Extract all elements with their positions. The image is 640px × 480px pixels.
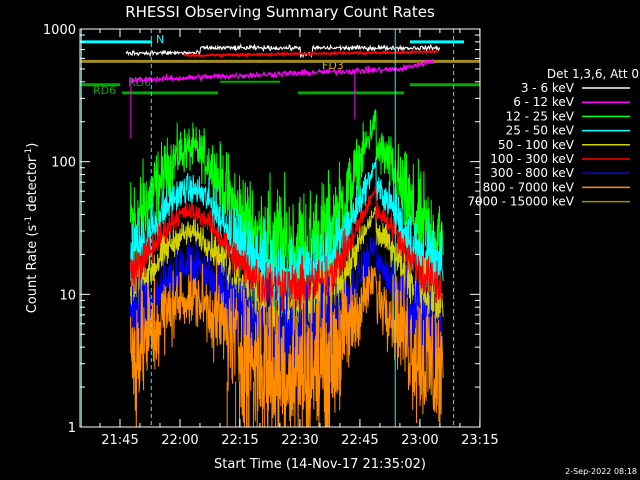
y-label-sup: -1 [24, 148, 34, 157]
timestamp: 2-Sep-2022 08:18 [565, 467, 637, 476]
legend-label: 3 - 6 keV [521, 81, 575, 95]
x-tick-label: 22:00 [161, 433, 198, 448]
series-line [184, 49, 438, 58]
legend-label: 100 - 300 keV [490, 152, 574, 166]
y-label-part: detector [25, 156, 40, 216]
x-axis-label: Start Time (14-Nov-17 21:35:02) [214, 457, 426, 472]
legend-label: 7000 - 15000 keV [467, 195, 574, 209]
data-series [80, 43, 480, 428]
x-tick-label: 22:30 [281, 433, 318, 448]
series-line [130, 58, 435, 84]
y-tick-label: 100 [51, 156, 76, 171]
x-tick-label: 22:45 [341, 433, 378, 448]
y-label-sup: -1 [24, 216, 34, 225]
series-line [130, 234, 444, 404]
chart-title: RHESSI Observing Summary Count Rates [125, 3, 435, 21]
series-line [130, 254, 444, 428]
series-line [125, 43, 441, 59]
y-tick-label: 1000 [43, 23, 76, 38]
legend-label: 6 - 12 keV [513, 95, 575, 109]
y-axis-label: Count Rate (s-1 detector-1) [24, 143, 40, 314]
legend-label: 300 - 800 keV [490, 166, 574, 180]
legend-title: Det 1,3,6, Att 0 [547, 67, 639, 81]
flag-label: N [156, 33, 164, 46]
legend-label: 12 - 25 keV [506, 109, 575, 123]
x-tick-label: 21:45 [101, 433, 138, 448]
legend-label: 50 - 100 keV [498, 138, 575, 152]
overlay-lines [80, 29, 455, 427]
y-tick-label: 10 [59, 288, 76, 303]
axes: 21:45 22:00 22:15 22:30 22:45 23:00 23:15 1 10 10… [43, 23, 499, 448]
series-line [130, 108, 444, 327]
x-tick-label: 23:00 [401, 433, 438, 448]
y-label-part: ) [25, 143, 40, 148]
y-tick-label: 1 [68, 421, 76, 436]
flag-label: RD6 [93, 84, 116, 97]
x-tick-label: 23:15 [461, 433, 498, 448]
x-tick-label: 22:15 [221, 433, 258, 448]
legend-label: 800 - 7000 keV [483, 180, 575, 194]
legend-label: 25 - 50 keV [506, 124, 575, 138]
y-label-part: Count Rate (s [25, 225, 40, 314]
